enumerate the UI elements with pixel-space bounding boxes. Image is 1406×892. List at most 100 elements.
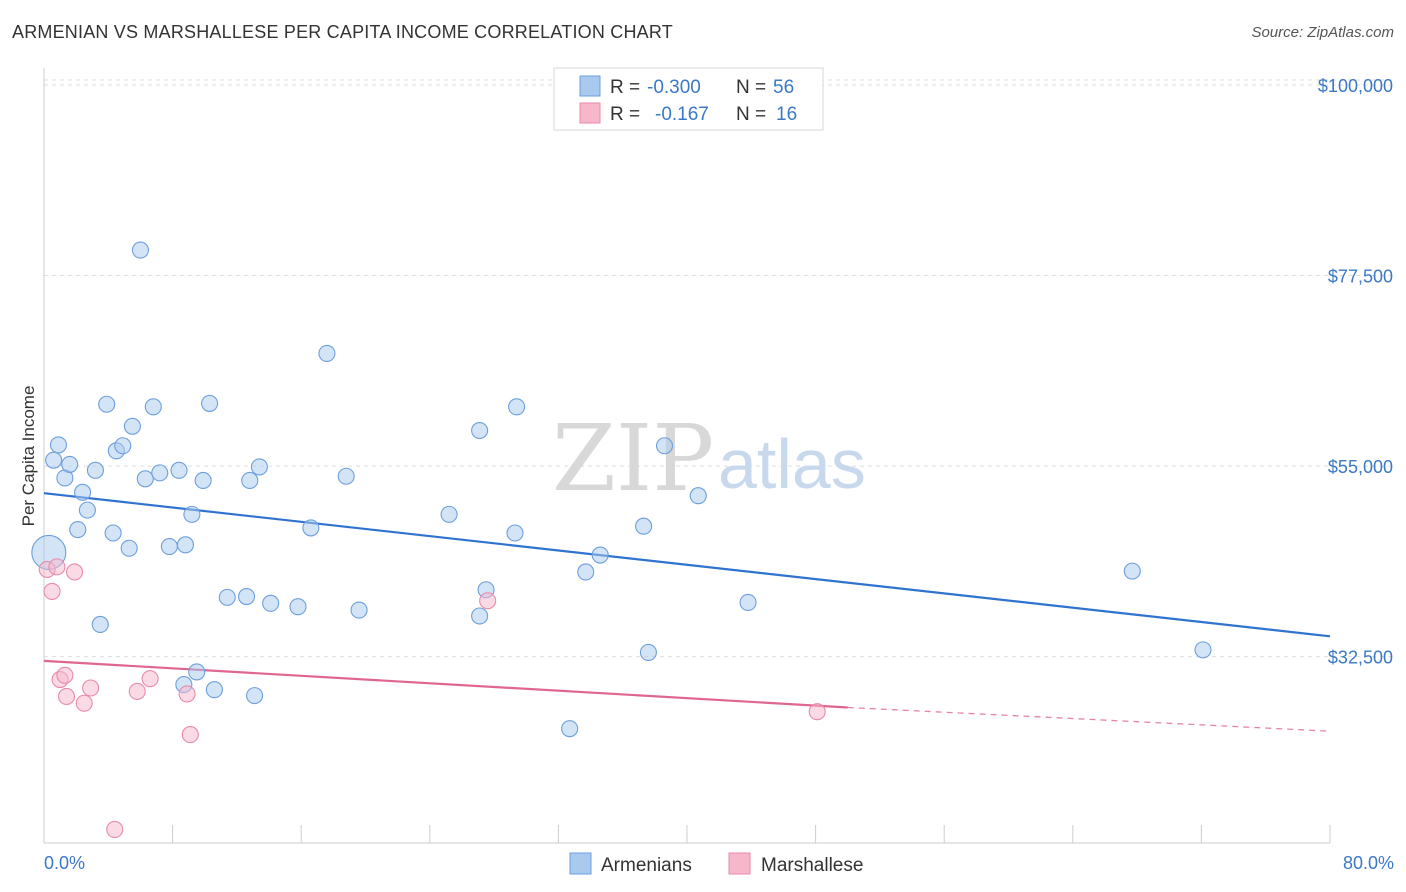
bottom-legend-swatch-marshallese <box>728 852 751 875</box>
point-armenians-14 <box>120 539 138 557</box>
point-armenians-30 <box>237 587 256 606</box>
watermark-atlas: atlas <box>718 425 866 503</box>
point-armenians-38 <box>337 467 355 485</box>
axes <box>43 68 1331 844</box>
point-marshallese-13 <box>181 726 199 744</box>
point-armenians-18 <box>144 398 162 416</box>
point-armenians-36 <box>302 519 320 537</box>
point-armenians-27 <box>201 394 219 412</box>
legend-box: R = -0.300 N = 56 R = -0.167 N = 16 <box>553 67 824 131</box>
point-marshallese-5 <box>57 687 76 706</box>
point-armenians-54 <box>1194 641 1212 659</box>
legend-n-label-2: N = <box>736 104 766 125</box>
point-armenians-53 <box>1123 562 1141 580</box>
bottom-legend-armenians: Armenians <box>601 855 692 876</box>
watermark: ZIP atlas <box>552 405 866 512</box>
point-armenians-20 <box>160 538 178 556</box>
point-armenians-50 <box>655 437 674 455</box>
trend-line-extension-1 <box>847 706 1331 732</box>
point-armenians-47 <box>591 546 609 564</box>
point-armenians-40 <box>440 505 458 523</box>
legend-n-label-1: N = <box>736 77 766 98</box>
legend-r-value-1: -0.300 <box>647 77 701 98</box>
point-armenians-45 <box>561 720 579 738</box>
legend-n-value-1: 56 <box>773 77 794 98</box>
point-armenians-8 <box>86 461 104 479</box>
point-armenians-23 <box>176 536 195 554</box>
point-armenians-4 <box>61 455 79 473</box>
legend-r-value-2: -0.167 <box>655 104 709 125</box>
point-marshallese-4 <box>56 666 74 684</box>
point-marshallese-15 <box>808 703 826 721</box>
point-armenians-17 <box>136 470 154 488</box>
data-points <box>31 241 1212 838</box>
point-armenians-41 <box>471 421 489 440</box>
bottom-legend: Armenians Marshallese <box>569 852 863 876</box>
point-armenians-28 <box>205 681 223 699</box>
point-armenians-37 <box>318 344 336 362</box>
point-marshallese-8 <box>82 679 100 697</box>
point-marshallese-1 <box>43 582 61 600</box>
trend-line-1 <box>43 659 848 709</box>
chart-title: ARMENIAN VS MARSHALLESE PER CAPITA INCOM… <box>12 22 673 42</box>
y-axis-label: Per Capita Income <box>19 386 38 527</box>
x-tick-labels: 0.0% 80.0% <box>44 853 1394 873</box>
point-armenians-31 <box>241 471 259 490</box>
source-label: Source: ZipAtlas.com <box>1251 24 1394 41</box>
point-armenians-24 <box>183 505 201 523</box>
y-tick-label-2: $77,500 <box>1328 267 1393 287</box>
point-armenians-19 <box>151 464 169 482</box>
trend-lines <box>43 492 1331 732</box>
point-armenians-5 <box>69 521 87 539</box>
point-marshallese-7 <box>75 694 93 712</box>
point-armenians-13 <box>114 437 132 455</box>
point-armenians-33 <box>250 458 268 476</box>
point-armenians-21 <box>170 461 188 479</box>
legend-swatch-armenians <box>579 75 601 97</box>
legend-n-value-2: 16 <box>776 104 797 125</box>
point-armenians-34 <box>262 594 280 612</box>
point-armenians-9 <box>91 615 109 634</box>
point-armenians-7 <box>78 501 96 519</box>
point-armenians-51 <box>689 487 707 505</box>
point-armenians-29 <box>218 588 236 606</box>
legend-r-label-1: R = <box>610 77 640 98</box>
y-tick-label-3: $100,000 <box>1318 76 1393 96</box>
point-marshallese-2 <box>48 558 66 576</box>
point-armenians-35 <box>289 598 307 616</box>
point-armenians-25 <box>188 663 206 681</box>
point-armenians-44 <box>506 524 524 542</box>
x-tick-label-0: 0.0% <box>44 853 85 873</box>
y-tick-label-0: $32,500 <box>1328 648 1393 668</box>
point-marshallese-14 <box>479 592 497 610</box>
point-marshallese-11 <box>141 670 159 688</box>
point-marshallese-12 <box>178 685 196 703</box>
x-tick-label-1: 80.0% <box>1343 853 1394 873</box>
y-tick-labels: $32,500 $55,000 $77,500 $100,000 <box>1318 76 1393 668</box>
trend-line-0 <box>43 492 1331 638</box>
legend-swatch-marshallese <box>579 102 601 124</box>
bottom-legend-marshallese: Marshallese <box>761 855 863 876</box>
point-armenians-16 <box>131 241 149 259</box>
point-marshallese-6 <box>65 563 84 581</box>
legend-r-label-2: R = <box>610 104 640 125</box>
point-armenians-52 <box>739 593 757 612</box>
bottom-legend-swatch-armenians <box>569 852 592 875</box>
point-armenians-2 <box>49 436 68 454</box>
point-armenians-42 <box>471 607 489 625</box>
point-armenians-39 <box>350 601 368 619</box>
point-armenians-15 <box>123 417 141 435</box>
point-marshallese-9 <box>106 820 124 838</box>
gridlines <box>44 79 1392 658</box>
point-armenians-6 <box>74 483 92 501</box>
point-armenians-32 <box>246 687 264 705</box>
point-armenians-55 <box>508 398 526 416</box>
point-armenians-11 <box>104 524 122 542</box>
watermark-zip: ZIP <box>552 405 714 512</box>
point-armenians-46 <box>577 563 595 581</box>
point-armenians-26 <box>194 471 212 490</box>
point-armenians-1 <box>45 451 63 469</box>
point-armenians-10 <box>98 395 116 413</box>
y-tick-label-1: $55,000 <box>1328 457 1393 477</box>
